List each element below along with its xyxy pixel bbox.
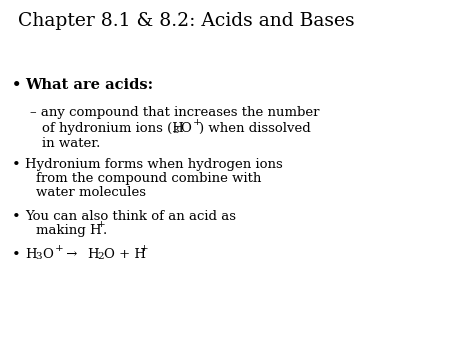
Text: – any compound that increases the number: – any compound that increases the number — [30, 106, 320, 119]
Text: •: • — [12, 248, 21, 262]
Text: O: O — [42, 248, 53, 261]
Text: Chapter 8.1 & 8.2: Acids and Bases: Chapter 8.1 & 8.2: Acids and Bases — [18, 12, 355, 30]
Text: +: + — [140, 244, 149, 253]
Text: H: H — [87, 248, 99, 261]
Text: +: + — [193, 118, 202, 127]
Text: water molecules: water molecules — [36, 186, 146, 199]
Text: •: • — [12, 78, 22, 92]
Text: +: + — [97, 220, 106, 229]
Text: •: • — [12, 158, 21, 172]
Text: You can also think of an acid as: You can also think of an acid as — [25, 210, 236, 223]
Text: •: • — [12, 210, 21, 224]
Text: Hydronium forms when hydrogen ions: Hydronium forms when hydrogen ions — [25, 158, 283, 171]
Text: of hydronium ions (H: of hydronium ions (H — [42, 122, 184, 135]
Text: 3: 3 — [35, 252, 41, 261]
Text: 3: 3 — [172, 126, 179, 135]
Text: O + H: O + H — [104, 248, 146, 261]
Text: O: O — [180, 122, 191, 135]
Text: ) when dissolved: ) when dissolved — [199, 122, 311, 135]
Text: making H: making H — [36, 224, 102, 237]
Text: from the compound combine with: from the compound combine with — [36, 172, 261, 185]
Text: H: H — [25, 248, 36, 261]
Text: +: + — [55, 244, 64, 253]
Text: .: . — [103, 224, 107, 237]
Text: in water.: in water. — [42, 137, 100, 150]
Text: 2: 2 — [97, 252, 104, 261]
Text: →: → — [62, 248, 81, 261]
Text: What are acids:: What are acids: — [25, 78, 153, 92]
